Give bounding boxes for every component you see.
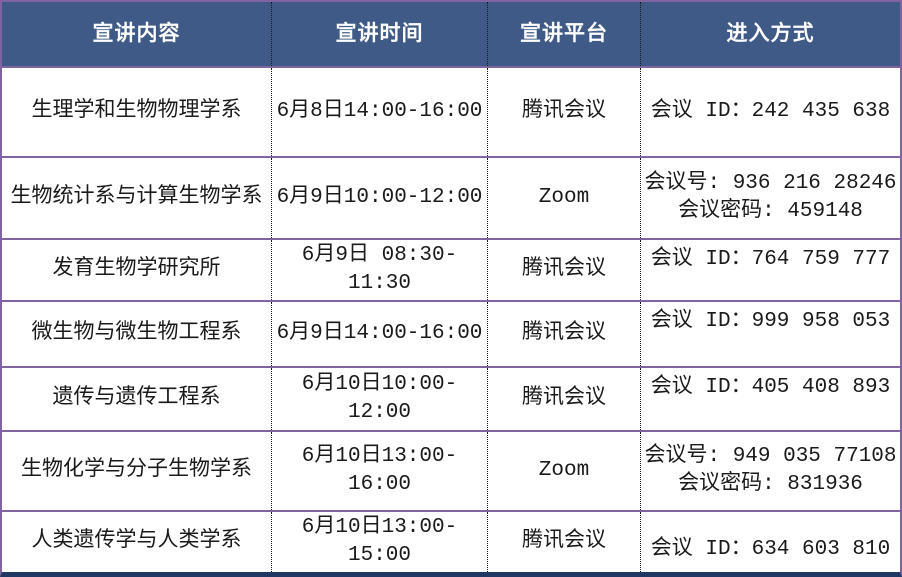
table-row: 微生物与微生物工程系 6月9日14:00-16:00 腾讯会议 会议 ID：99… [2, 302, 900, 368]
cell-time: 6月10日13:00-15:00 [272, 512, 488, 572]
column-header-platform: 宣讲平台 [488, 2, 641, 66]
cell-department: 发育生物学研究所 [2, 240, 272, 300]
cell-department: 生物化学与分子生物学系 [2, 432, 272, 510]
cell-entry-method: 会议 ID：405 408 893 [641, 368, 900, 430]
table-row: 发育生物学研究所 6月9日 08:30-11:30 腾讯会议 会议 ID：764… [2, 240, 900, 302]
entry-line: 会议号: 949 035 77108 [644, 444, 897, 468]
cell-entry-method: 会议号: 949 035 77108 会议密码: 831936 [641, 432, 900, 510]
cell-department: 微生物与微生物工程系 [2, 302, 272, 366]
table-row: 生物统计系与计算生物学系 6月9日10:00-12:00 Zoom 会议号: 9… [2, 158, 900, 240]
cell-platform: 腾讯会议 [488, 302, 641, 366]
header-row: 宣讲内容 宣讲时间 宣讲平台 进入方式 [2, 2, 900, 68]
entry-line: 会议 ID：405 408 893 [650, 376, 891, 399]
cell-time: 6月10日13:00-16:00 [272, 432, 488, 510]
table-row: 人类遗传学与人类学系 6月10日13:00-15:00 腾讯会议 会议 ID：6… [2, 512, 900, 572]
table-row: 生理学和生物物理学系 6月8日14:00-16:00 腾讯会议 会议 ID：24… [2, 68, 900, 158]
table-row: 遗传与遗传工程系 6月10日10:00-12:00 腾讯会议 会议 ID：405… [2, 368, 900, 432]
cell-time: 6月10日10:00-12:00 [272, 368, 488, 430]
cell-entry-method: 会议号: 936 216 28246 会议密码: 459148 [641, 158, 900, 238]
entry-line: 会议密码: 459148 [678, 200, 863, 223]
cell-platform: 腾讯会议 [488, 512, 641, 572]
entry-line: 会议 ID：999 958 053 [650, 310, 891, 333]
cell-time: 6月8日14:00-16:00 [272, 68, 488, 156]
cell-platform: Zoom [488, 158, 641, 238]
column-header-time: 宣讲时间 [272, 2, 488, 66]
column-header-content: 宣讲内容 [2, 2, 272, 66]
cell-entry-method: 会议 ID：634 603 810 [641, 512, 900, 572]
cell-department: 生理学和生物物理学系 [2, 68, 272, 156]
cell-entry-method: 会议 ID：999 958 053 [641, 302, 900, 366]
cell-platform: 腾讯会议 [488, 68, 641, 156]
cell-entry-method: 会议 ID：764 759 777 [641, 240, 900, 300]
cell-platform: 腾讯会议 [488, 240, 641, 300]
cell-time: 6月9日 08:30-11:30 [272, 240, 488, 300]
cell-department: 遗传与遗传工程系 [2, 368, 272, 430]
entry-line: 会议 ID：764 759 777 [650, 248, 891, 271]
cell-time: 6月9日10:00-12:00 [272, 158, 488, 238]
entry-line: 会议 ID：242 435 638 [650, 99, 891, 123]
column-header-entry: 进入方式 [726, 21, 815, 45]
entry-line: 会议 ID：634 603 810 [650, 537, 891, 561]
cell-platform: Zoom [488, 432, 641, 510]
cell-time: 6月9日14:00-16:00 [272, 302, 488, 366]
cell-department: 人类遗传学与人类学系 [2, 512, 272, 572]
cell-platform: 腾讯会议 [488, 368, 641, 430]
entry-line: 会议密码: 831936 [678, 473, 863, 496]
table-row: 生物化学与分子生物学系 6月10日13:00-16:00 Zoom 会议号: 9… [2, 432, 900, 512]
cell-department: 生物统计系与计算生物学系 [2, 158, 272, 238]
cell-entry-method: 会议 ID：242 435 638 [641, 68, 900, 156]
entry-line: 会议号: 936 216 28246 [644, 171, 897, 195]
